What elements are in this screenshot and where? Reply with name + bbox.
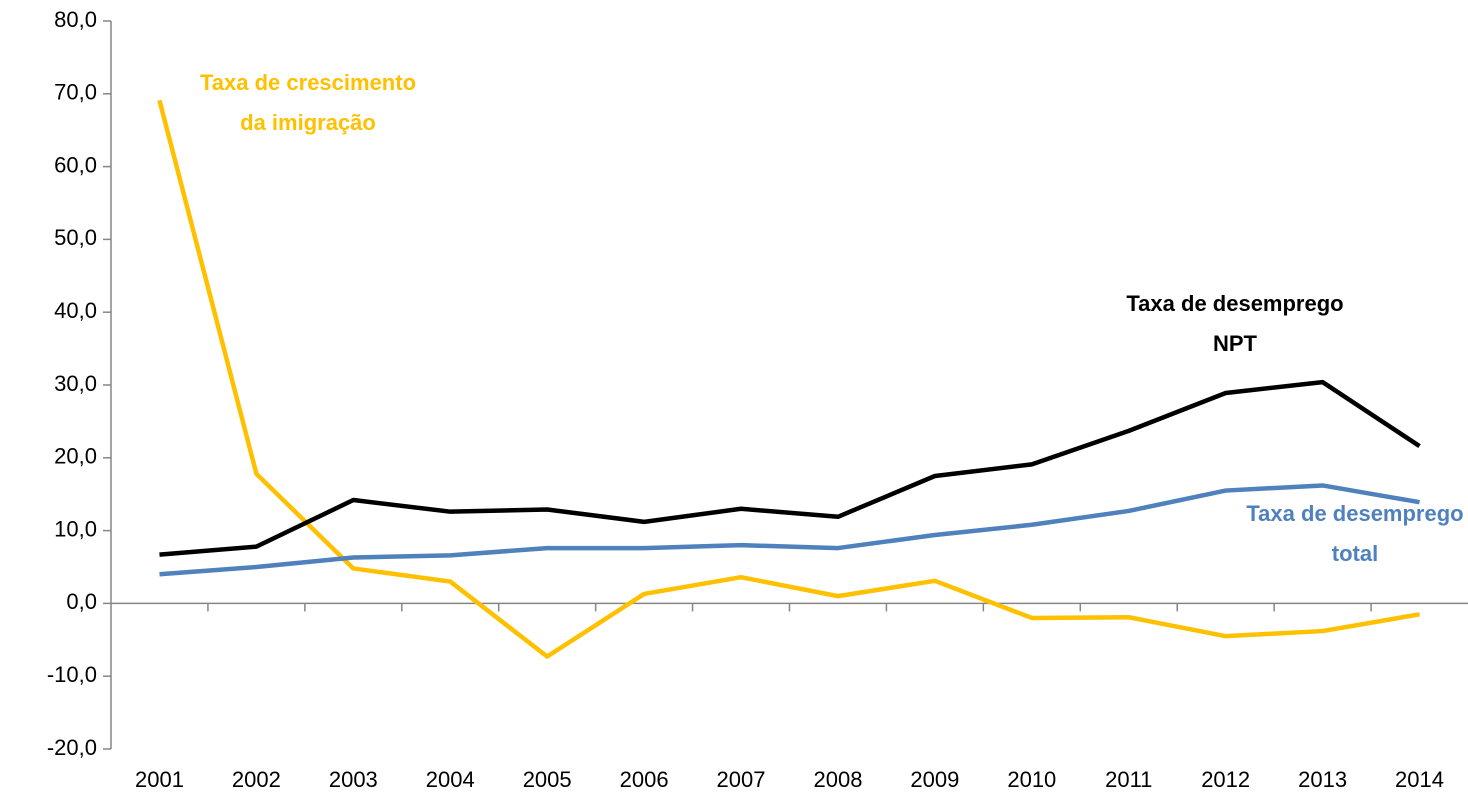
y-tick-label: 30,0: [54, 371, 97, 396]
annotation: NPT: [1213, 331, 1258, 356]
annotation: total: [1332, 541, 1378, 566]
series-line: [159, 483, 1420, 577]
y-tick-label: 20,0: [54, 444, 97, 469]
y-tick-label: 10,0: [54, 516, 97, 541]
x-tick-label: 2001: [135, 767, 184, 792]
x-tick-label: 2002: [232, 767, 281, 792]
y-tick-label: -10,0: [47, 662, 97, 687]
x-tick-label: 2007: [717, 767, 766, 792]
annotation: Taxa de crescimento: [200, 70, 416, 95]
y-tick-label: 70,0: [54, 80, 97, 105]
y-tick-label: 40,0: [54, 298, 97, 323]
x-tick-label: 2009: [910, 767, 959, 792]
x-tick-label: 2012: [1201, 767, 1250, 792]
x-tick-label: 2005: [523, 767, 572, 792]
x-tick-label: 2006: [620, 767, 669, 792]
y-tick-label: 50,0: [54, 225, 97, 250]
annotation: Taxa de desemprego: [1126, 291, 1343, 316]
y-tick-label: 60,0: [54, 152, 97, 177]
y-tick-label: 0,0: [66, 589, 97, 614]
y-tick-label: 80,0: [54, 7, 97, 32]
series-line: [159, 379, 1421, 557]
annotation: da imigração: [240, 110, 376, 135]
x-tick-label: 2010: [1007, 767, 1056, 792]
x-tick-label: 2013: [1298, 767, 1347, 792]
x-tick-label: 2011: [1105, 767, 1152, 792]
x-tick-label: 2014: [1395, 767, 1444, 792]
x-tick-label: 2004: [426, 767, 475, 792]
annotation: Taxa de desemprego: [1246, 501, 1463, 526]
series-line: [157, 99, 1420, 659]
x-tick-label: 2008: [813, 767, 862, 792]
y-tick-label: -20,0: [47, 735, 97, 760]
x-tick-label: 2003: [329, 767, 378, 792]
